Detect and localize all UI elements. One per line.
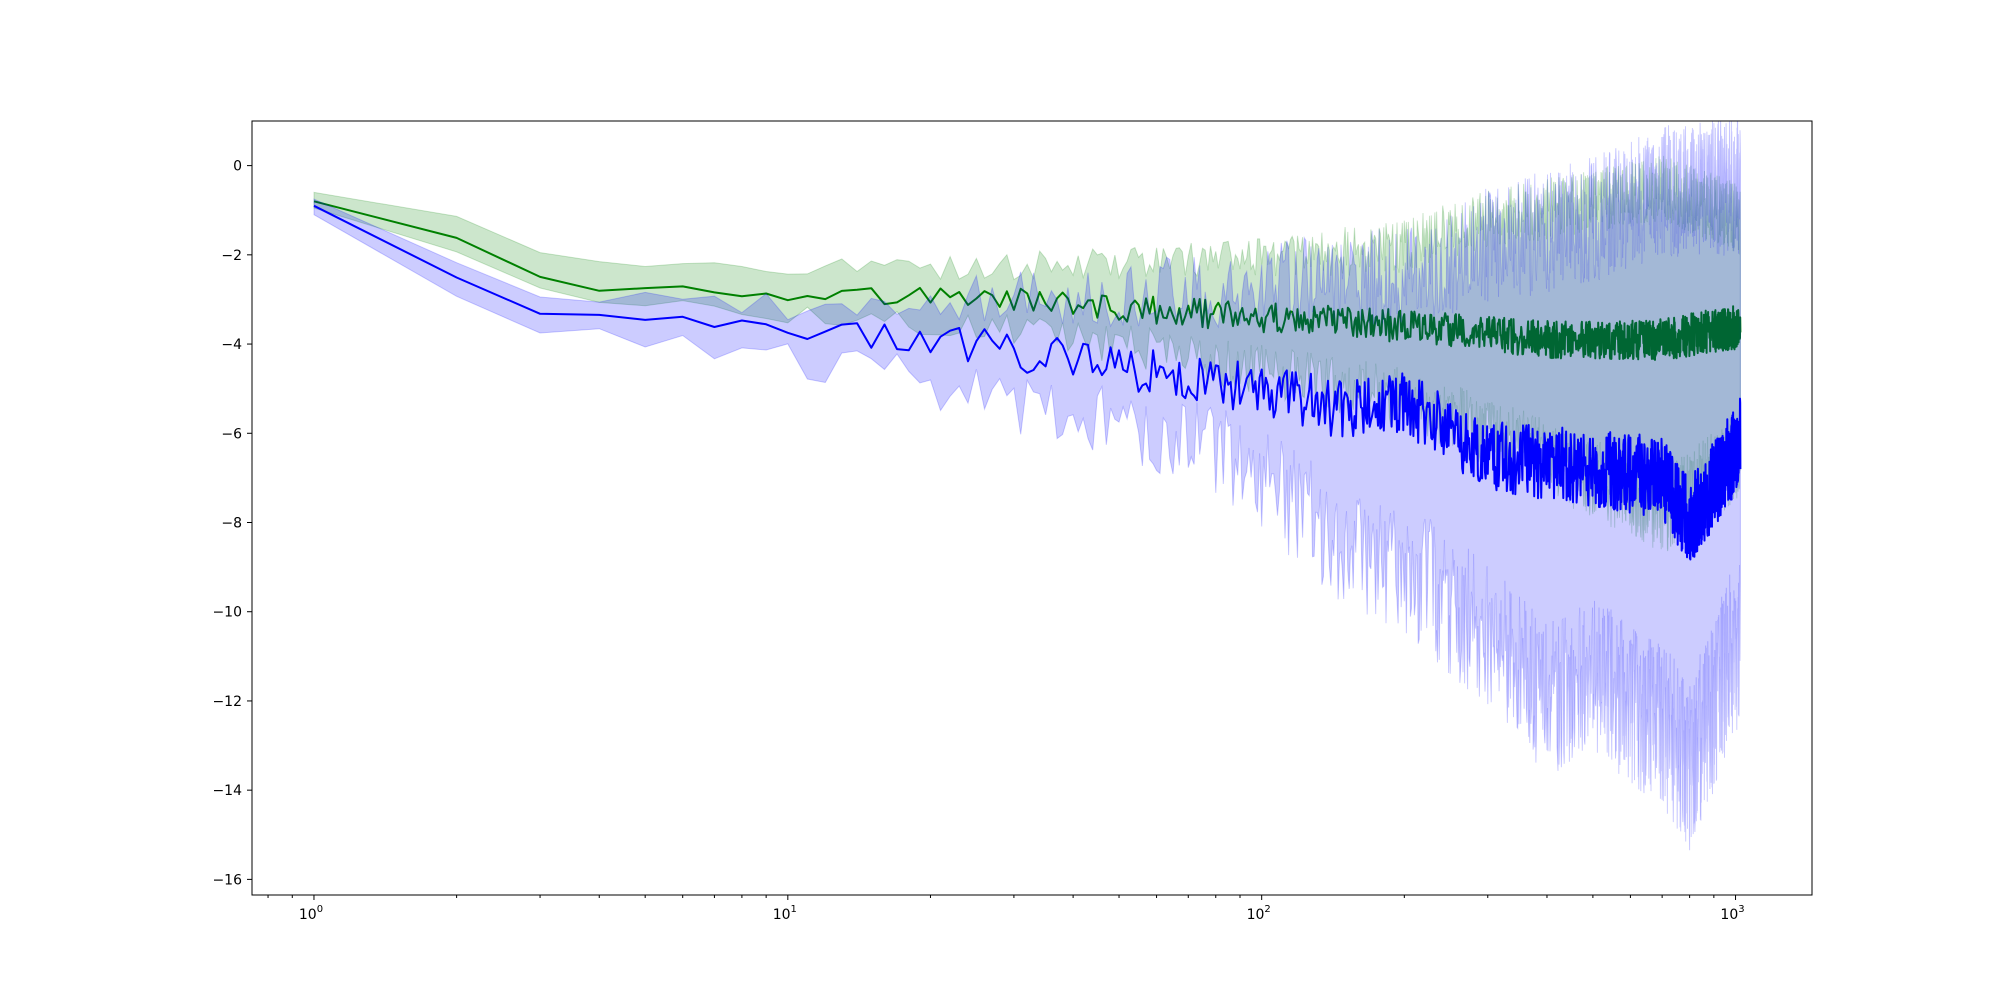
- y-tick-label: 0: [233, 159, 242, 175]
- x-tick-label: 100: [299, 904, 323, 923]
- y-tick-label: −6: [221, 426, 242, 442]
- y-tick-label: −4: [221, 337, 242, 353]
- y-tick-label: −2: [221, 248, 242, 264]
- mean-line-2: [313, 204, 1742, 561]
- x-tick-label: 102: [1247, 904, 1271, 923]
- y-tick-label: −14: [212, 783, 242, 799]
- mean-line-1: [313, 200, 1742, 361]
- x-tick-label: 101: [773, 904, 797, 923]
- y-tick-label: −10: [212, 605, 242, 621]
- x-axis: 100 101 102 103: [267, 895, 1745, 923]
- plot-frame: [251, 120, 1813, 896]
- y-axis: 0 −2 −4 −6 −8 −10 −12 −14 −16: [212, 159, 252, 888]
- y-tick-label: −12: [212, 694, 242, 710]
- x-tick-label: 103: [1720, 904, 1744, 923]
- y-tick-label: −16: [212, 872, 242, 888]
- confidence-band-2: [313, 121, 1741, 851]
- series-layer: [313, 121, 1742, 851]
- y-tick-label: −8: [221, 515, 242, 531]
